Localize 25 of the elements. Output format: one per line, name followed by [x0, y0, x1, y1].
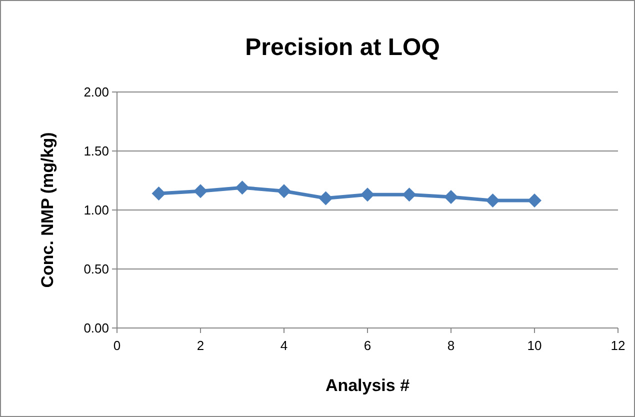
x-tick-label: 0: [113, 338, 121, 353]
y-tick-label: 0.50: [84, 262, 109, 277]
y-tick-label: 2.00: [84, 84, 109, 100]
point: [486, 194, 500, 208]
point: [194, 184, 208, 198]
y-tick-label: 0.00: [84, 320, 109, 336]
x-tick-label: 8: [447, 338, 455, 353]
x-tick-label: 6: [364, 338, 372, 353]
x-tick-label: 2: [196, 338, 204, 353]
x-tick-label: 4: [280, 338, 288, 353]
point: [402, 188, 416, 202]
point: [277, 184, 291, 198]
point: [444, 190, 458, 204]
point: [528, 194, 542, 208]
point: [360, 188, 374, 202]
x-tick-label: 10: [527, 338, 542, 353]
chart-title: Precision at LOQ: [245, 34, 440, 61]
x-tick-label: 12: [610, 338, 626, 353]
point: [152, 186, 166, 200]
y-axis-title: Conc. NMP (mg/kg): [38, 132, 57, 288]
point: [235, 180, 250, 195]
point: [318, 191, 333, 206]
x-axis-title: Analysis #: [325, 376, 410, 395]
y-tick-label: 1.00: [84, 202, 109, 218]
y-tick-label: 1.50: [84, 144, 109, 159]
